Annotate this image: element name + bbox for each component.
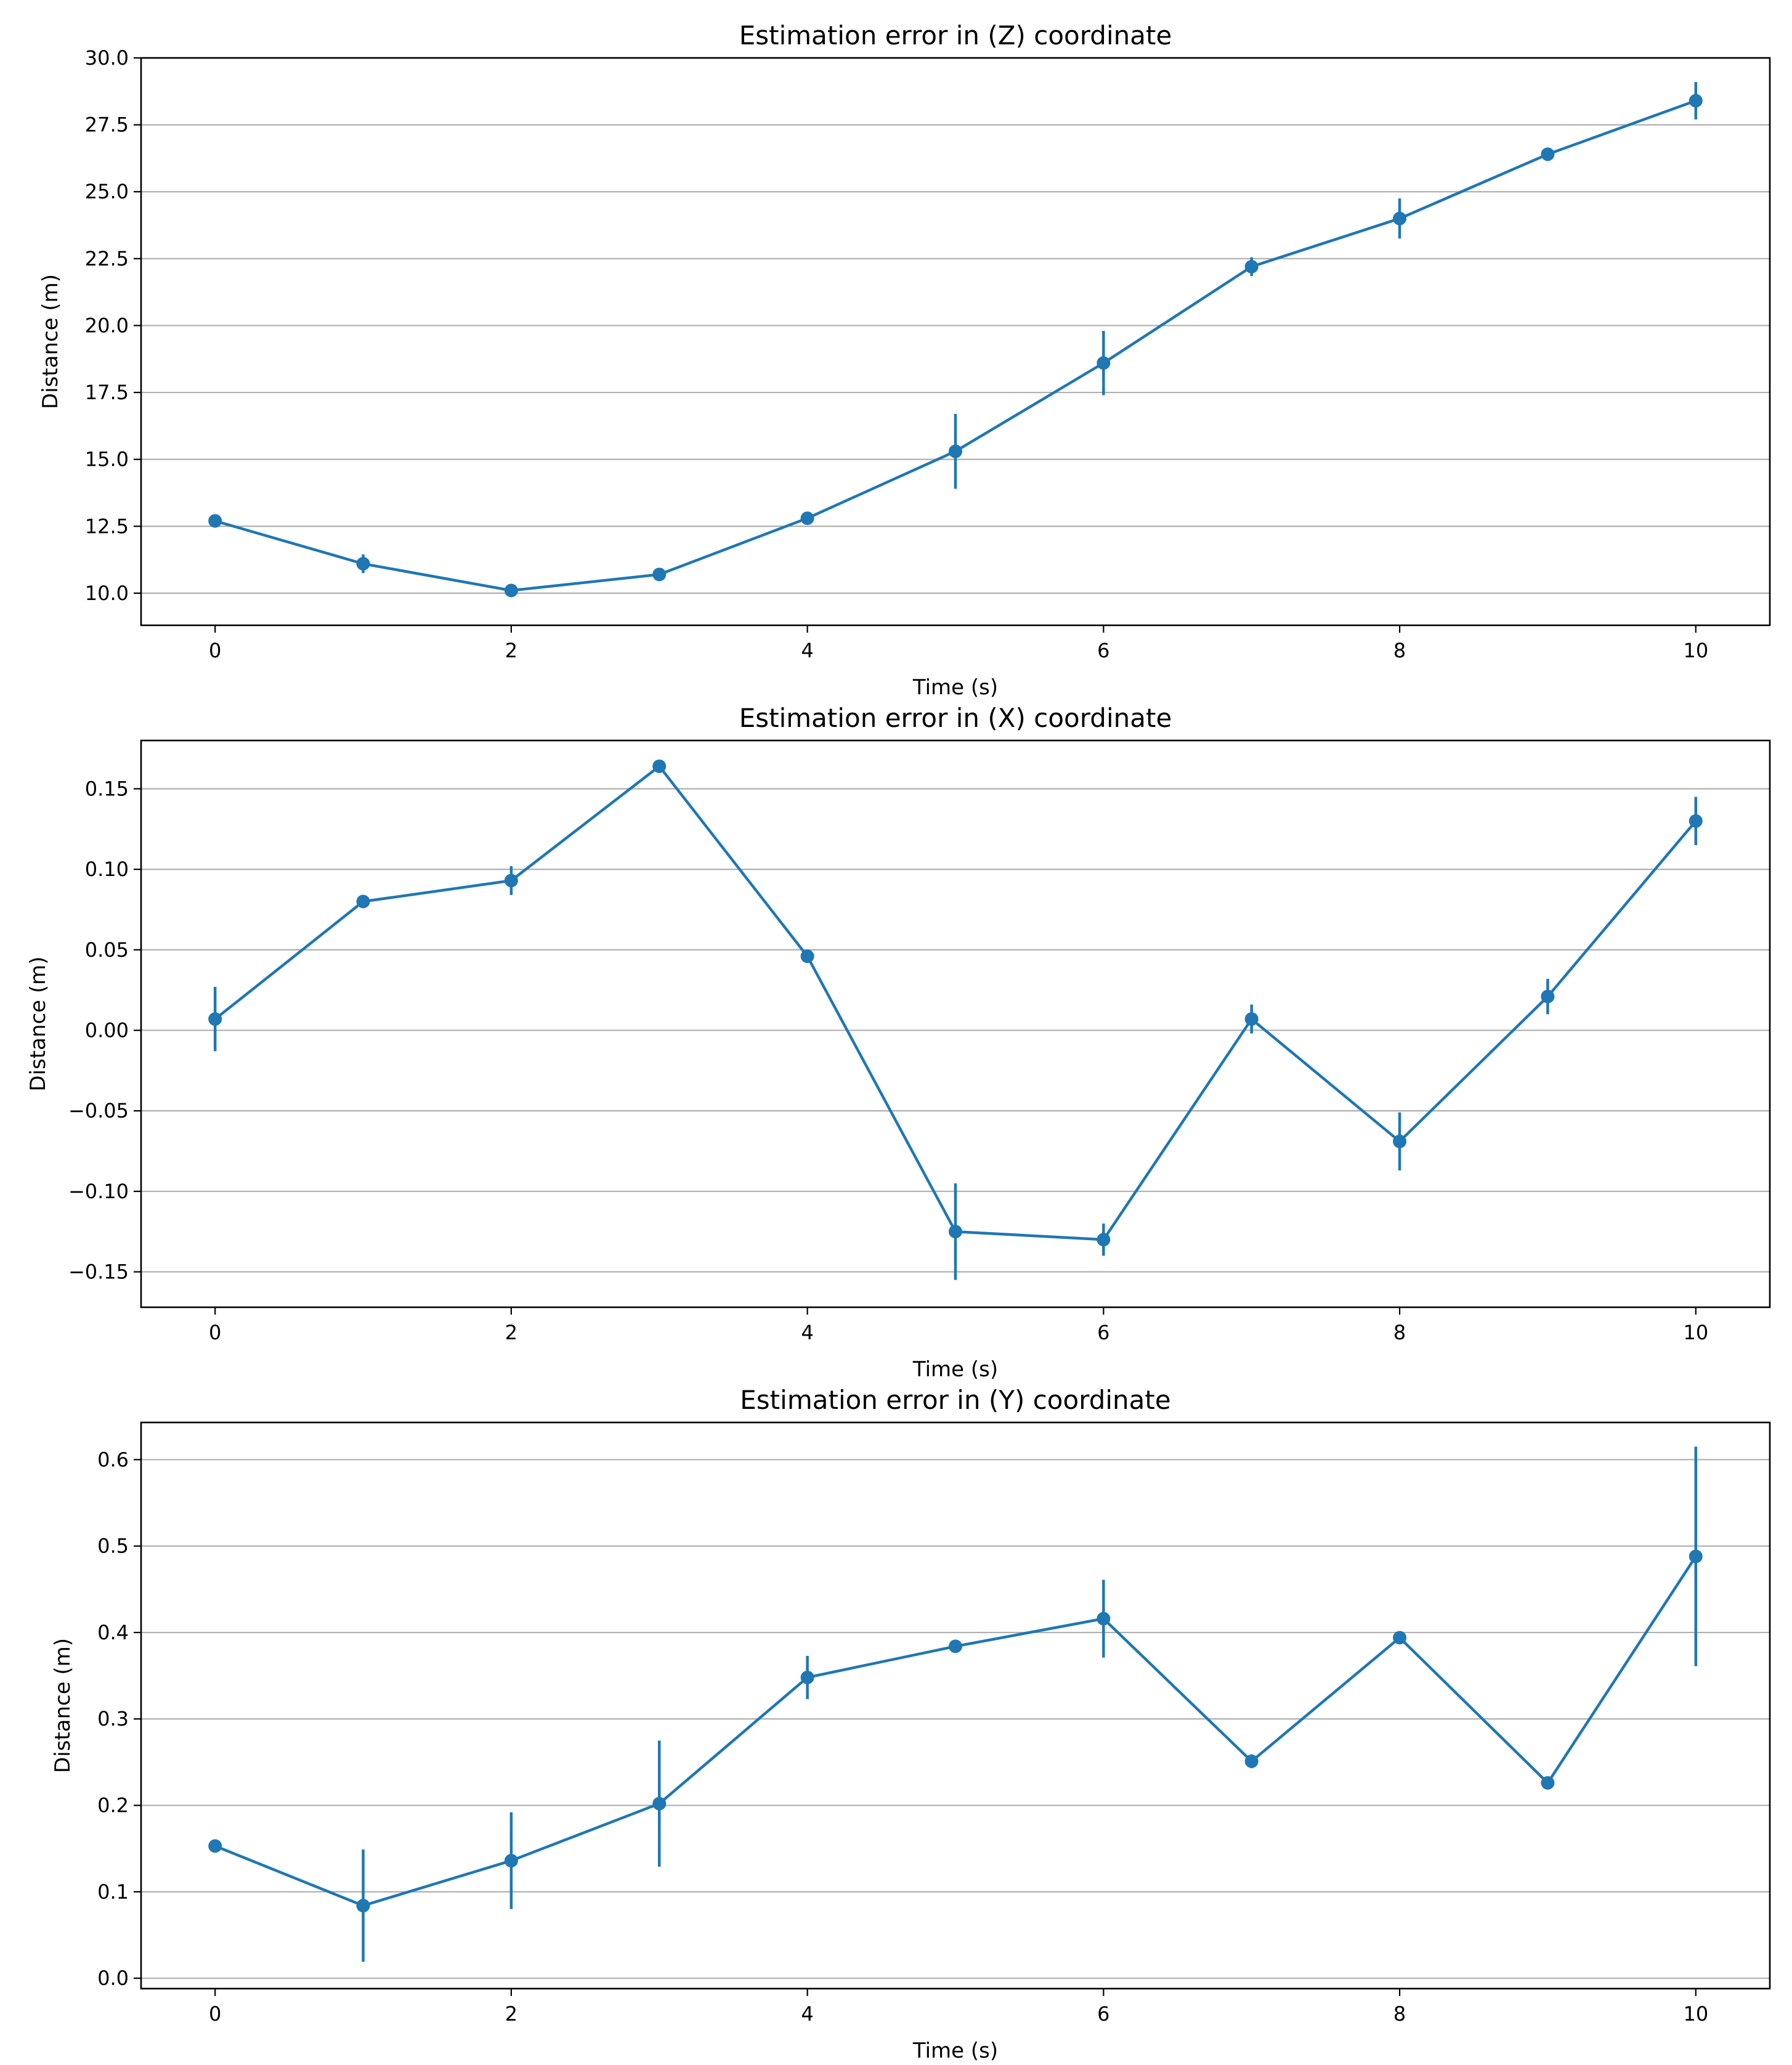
y-tick-label: 0.4 bbox=[97, 1621, 129, 1644]
y-tick-label: −0.15 bbox=[68, 1260, 129, 1284]
chart-title: Estimation error in (Y) coordinate bbox=[740, 1385, 1170, 1415]
data-point bbox=[949, 1639, 962, 1653]
x-tick-label: 8 bbox=[1393, 1321, 1406, 1344]
y-tick-label: 0.6 bbox=[97, 1448, 129, 1471]
x-tick-label: 0 bbox=[209, 1321, 221, 1344]
data-point bbox=[1541, 1776, 1555, 1790]
x-tick-label: 8 bbox=[1393, 639, 1406, 662]
y-tick-label: −0.05 bbox=[68, 1099, 129, 1122]
x-tick-label: 6 bbox=[1097, 1321, 1109, 1344]
y-tick-label: 10.0 bbox=[85, 582, 129, 605]
y-tick-label: 25.0 bbox=[85, 180, 129, 203]
y-tick-label: 0.5 bbox=[97, 1535, 129, 1558]
y-tick-label: 0.3 bbox=[97, 1707, 129, 1730]
data-point bbox=[1244, 1754, 1259, 1768]
y-axis-label: Distance (m) bbox=[38, 274, 63, 409]
x-tick-label: 4 bbox=[801, 2002, 813, 2026]
z-error-chart: 10.0 12.5 15.0 17.5 20.0 22.5 25.0 27.5 30.0 0 2 4 6… bbox=[38, 20, 1771, 700]
y-tick-label: 15.0 bbox=[85, 448, 129, 471]
x-tick-label: 6 bbox=[1097, 2002, 1109, 2026]
data-point bbox=[1097, 1612, 1111, 1626]
data-point bbox=[504, 583, 518, 598]
series-line bbox=[213, 765, 1698, 1241]
data-point bbox=[1244, 1012, 1259, 1026]
x-tick-label: 4 bbox=[801, 1321, 813, 1344]
y-tick-label: 0.05 bbox=[85, 938, 129, 962]
x-tick-label: 4 bbox=[801, 639, 813, 662]
y-error-chart: 0.0 0.1 0.2 0.3 0.4 0.5 0.6 0 2 4 6 8 10 Estimation e… bbox=[51, 1385, 1771, 2063]
chart-title: Estimation error in (Z) coordinate bbox=[739, 20, 1172, 51]
x-tick-label: 6 bbox=[1097, 639, 1109, 662]
x-tick-label: 10 bbox=[1683, 2002, 1708, 2026]
y-tick-label: 27.5 bbox=[85, 113, 129, 137]
y-tick-label: 12.5 bbox=[85, 514, 129, 538]
x-tick-label: 2 bbox=[505, 639, 517, 662]
data-point bbox=[1689, 814, 1703, 828]
data-point bbox=[800, 511, 814, 525]
chart-title: Estimation error in (X) coordinate bbox=[739, 703, 1172, 733]
data-point bbox=[1689, 1549, 1703, 1564]
data-point bbox=[1541, 989, 1555, 1004]
x-axis-label: Time (s) bbox=[912, 1357, 998, 1382]
y-tick-label: 30.0 bbox=[85, 46, 129, 70]
y-tick-label: 0.2 bbox=[97, 1794, 129, 1817]
data-point bbox=[800, 1670, 814, 1684]
x-axis-label: Time (s) bbox=[912, 675, 998, 700]
y-axis-label: Distance (m) bbox=[26, 956, 51, 1091]
data-point bbox=[208, 1839, 222, 1853]
y-tick-label: 0.0 bbox=[97, 1966, 129, 1990]
x-tick-label: 2 bbox=[505, 1321, 517, 1344]
y-tick-label: 0.1 bbox=[97, 1880, 129, 1904]
x-axis-label: Time (s) bbox=[912, 2039, 998, 2063]
y-tick-label: 0.00 bbox=[85, 1018, 129, 1042]
data-point bbox=[652, 759, 667, 773]
data-point bbox=[504, 874, 518, 888]
data-point bbox=[1097, 1233, 1111, 1247]
y-tick-label: 0.10 bbox=[85, 858, 129, 881]
data-point bbox=[356, 557, 370, 571]
x-tick-label: 10 bbox=[1683, 639, 1708, 662]
data-point bbox=[652, 567, 667, 582]
series-line bbox=[213, 1555, 1698, 1907]
x-error-chart: −0.15 −0.10 −0.05 0.00 0.05 0.10 0.15 0 2 4 6 8 10 Es… bbox=[26, 703, 1771, 1382]
data-point bbox=[800, 949, 814, 964]
x-tick-label: 0 bbox=[209, 639, 221, 662]
data-point bbox=[1393, 1631, 1407, 1645]
data-point bbox=[652, 1796, 667, 1811]
y-tick-label: 22.5 bbox=[85, 247, 129, 270]
data-point bbox=[1393, 1134, 1407, 1148]
data-point bbox=[356, 1899, 370, 1913]
data-point bbox=[208, 514, 222, 528]
axes-frame bbox=[140, 1421, 1771, 1990]
x-tick-label: 2 bbox=[505, 2002, 517, 2026]
data-point bbox=[1097, 356, 1111, 370]
data-point bbox=[1244, 259, 1259, 274]
data-point bbox=[949, 1225, 962, 1239]
data-point bbox=[1393, 211, 1407, 225]
x-tick-label: 8 bbox=[1393, 2002, 1406, 2026]
data-point bbox=[949, 444, 962, 458]
y-tick-label: 0.15 bbox=[85, 777, 129, 800]
axes-frame bbox=[140, 57, 1771, 627]
series-line bbox=[213, 99, 1698, 592]
data-point bbox=[356, 895, 370, 909]
y-tick-label: 20.0 bbox=[85, 314, 129, 337]
data-point bbox=[1689, 94, 1703, 108]
data-point bbox=[504, 1854, 518, 1868]
axes-frame bbox=[140, 739, 1771, 1308]
y-axis-label: Distance (m) bbox=[51, 1638, 75, 1773]
y-tick-label: 17.5 bbox=[85, 381, 129, 404]
x-tick-label: 0 bbox=[209, 2002, 221, 2026]
data-point bbox=[208, 1012, 222, 1026]
x-tick-label: 10 bbox=[1683, 1321, 1708, 1344]
y-tick-label: −0.10 bbox=[68, 1180, 129, 1203]
data-point bbox=[1541, 147, 1555, 161]
